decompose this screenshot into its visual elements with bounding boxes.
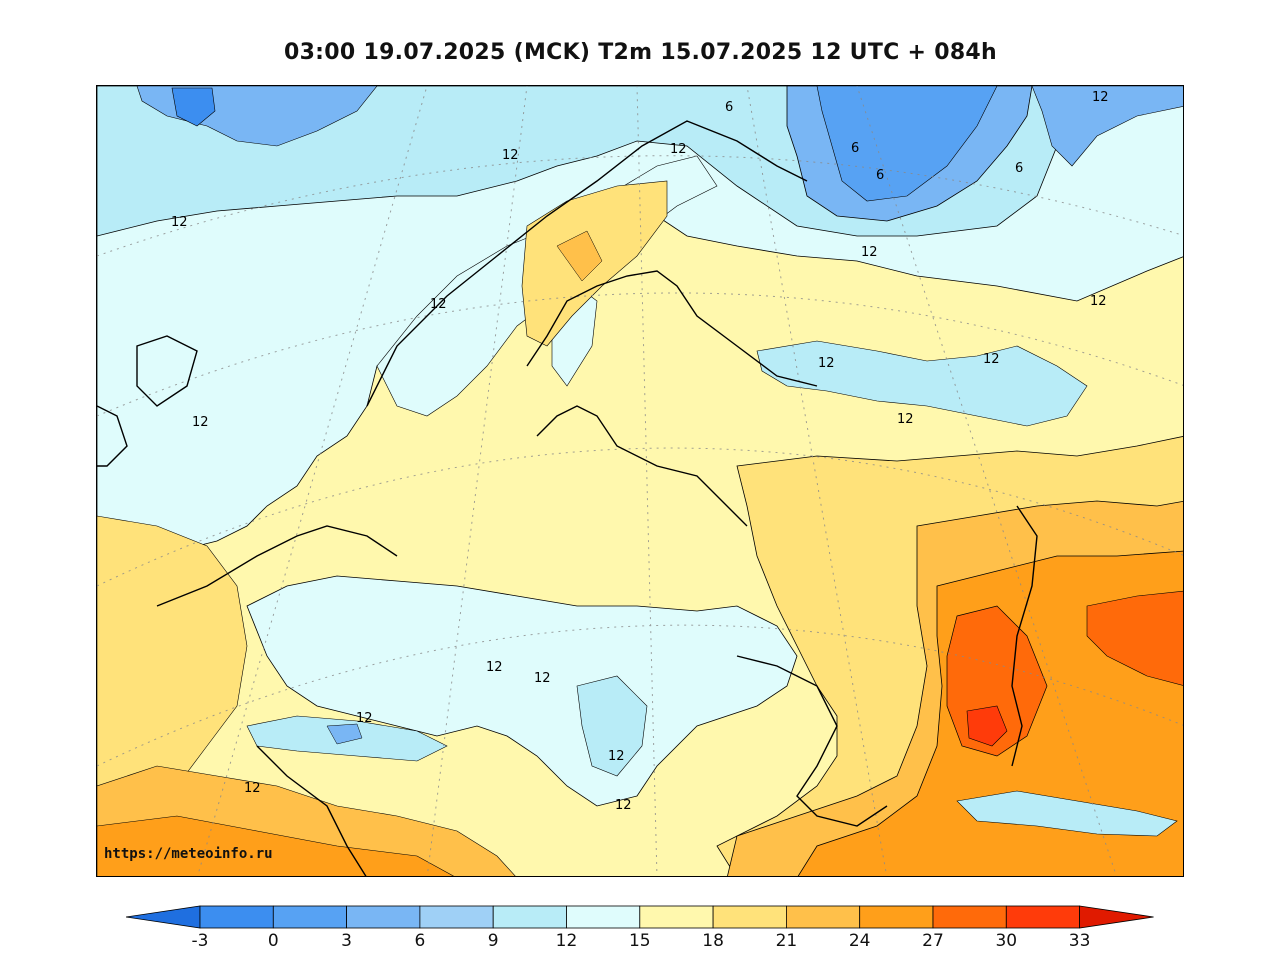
contour-label: 12	[897, 412, 914, 427]
contour-labels: 12 12 12 12 12 12 12 12 12 12 12 12 12 1…	[171, 90, 1109, 813]
graticule	[97, 86, 1183, 876]
contour-label: 6	[876, 168, 884, 183]
field-cool-caucasus	[956, 790, 1178, 837]
colorbar	[126, 905, 1154, 929]
contour-label: 6	[725, 100, 733, 115]
contour-label: 12	[502, 148, 519, 163]
colorbar-cell	[492, 905, 567, 929]
contour-label: 12	[171, 215, 188, 230]
colorbar-cell	[786, 905, 861, 929]
source-url: https://meteoinfo.ru	[104, 846, 273, 862]
colorbar-cell	[1005, 905, 1080, 929]
contour-label: 12	[244, 781, 261, 796]
contour-label: 12	[356, 711, 373, 726]
field-cool-central	[246, 575, 798, 807]
contour-label: 6	[851, 141, 859, 156]
contour-label: 6	[1015, 161, 1023, 176]
colorbar-cell	[859, 905, 934, 929]
field-ocean-carpathian	[576, 675, 648, 777]
colorbar-cell	[346, 905, 421, 929]
colorbar-tick-label: 3	[341, 931, 353, 951]
colorbar-cell	[272, 905, 348, 929]
field-hot-italy	[97, 815, 454, 876]
field-hottest	[966, 705, 1008, 747]
colorbar-tick-label: 15	[628, 931, 651, 951]
temperature-map: 12 12 12 12 12 12 12 12 12 12 12 12 12 1…	[96, 85, 1184, 877]
colorbar-cell	[712, 905, 787, 929]
field-hotter-east	[1086, 590, 1183, 686]
contour-label: 12	[1090, 294, 1107, 309]
colorbar-tick-label: 0	[267, 931, 279, 951]
contour-label: 12	[192, 415, 209, 430]
colorbar-cell	[199, 905, 274, 929]
field-warmer-sweden	[556, 230, 603, 282]
colorbar-tick-label: 21	[775, 931, 798, 951]
colorbar-tick-label: 33	[1068, 931, 1091, 951]
contour-label: 12	[1092, 90, 1109, 105]
colorbar-cell	[932, 905, 1007, 929]
contour-label: 12	[486, 660, 503, 675]
contour-label: 12	[818, 356, 835, 371]
colorbar-arrow-low	[126, 905, 201, 929]
field-cold-alps	[326, 723, 363, 745]
colorbar-cell	[639, 905, 714, 929]
contour-label: 12	[670, 142, 687, 157]
field-cool-belt	[756, 340, 1088, 427]
field-colder-barents	[816, 86, 998, 202]
colorbar-cell	[566, 905, 641, 929]
contour-label: 12	[615, 798, 632, 813]
colorbar-cell	[419, 905, 494, 929]
colorbar-tick-label: 6	[414, 931, 426, 951]
colorbar-tick-label: 18	[702, 931, 724, 951]
colorbar-tick-label: 24	[848, 931, 871, 951]
field-colder-greenland	[171, 87, 216, 127]
contour-label: 12	[983, 352, 1000, 367]
contour-label: 12	[430, 297, 447, 312]
colorbar-arrow-high	[1079, 905, 1154, 929]
chart-title: 03:00 19.07.2025 (MCK) T2m 15.07.2025 12…	[283, 40, 998, 65]
map-canvas: 12 12 12 12 12 12 12 12 12 12 12 12 12 1…	[97, 86, 1183, 876]
coastlines	[97, 120, 1038, 876]
contour-label: 12	[608, 749, 625, 764]
field-cold-novaya	[1031, 86, 1183, 167]
colorbar-tick-label: 12	[555, 931, 578, 951]
contour-label: 12	[861, 245, 878, 260]
colorbar-tick-label: 27	[922, 931, 944, 951]
colorbar-tick-label: 9	[487, 931, 499, 951]
colorbar-tick-label: -3	[191, 931, 209, 951]
colorbar-tick-label: 30	[995, 931, 1018, 951]
contour-label: 12	[534, 671, 551, 686]
